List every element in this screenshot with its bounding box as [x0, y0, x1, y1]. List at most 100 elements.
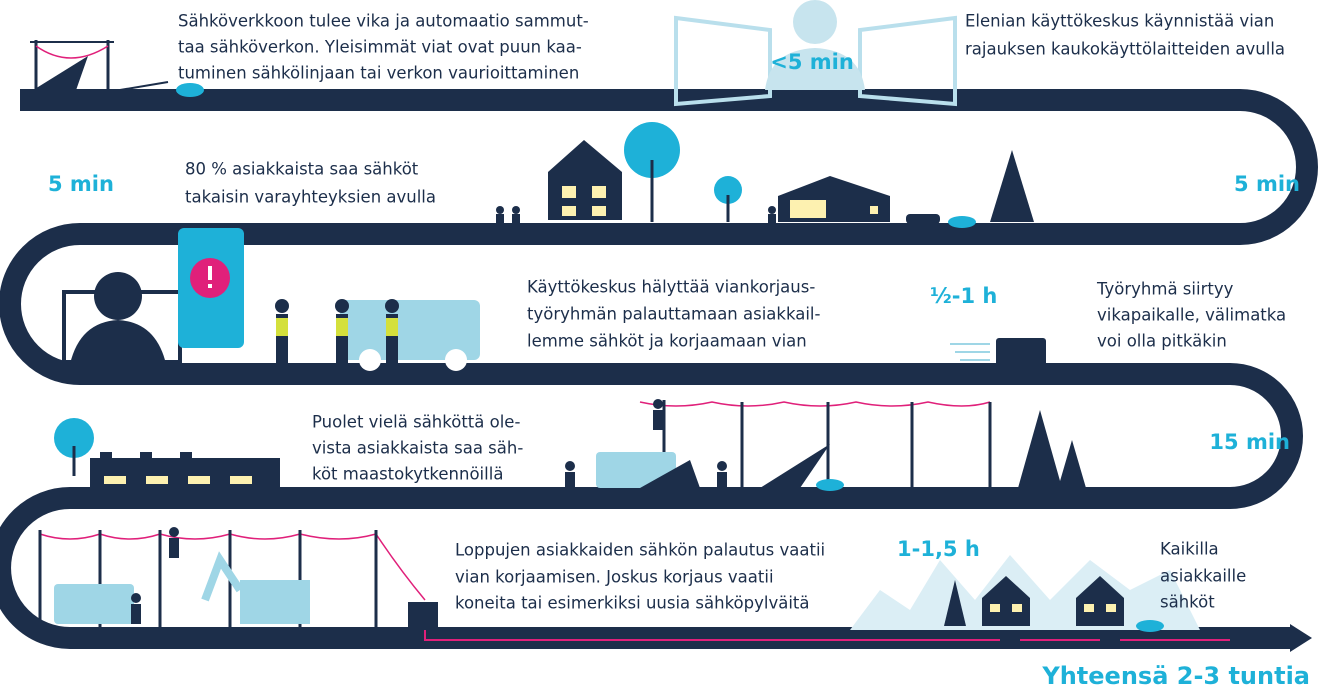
- repair-illustration-part: [240, 580, 310, 624]
- infographic: Sähköverkkoon tulee vika ja automaatio s…: [0, 0, 1324, 692]
- restored-village-illustration-part: [1136, 620, 1164, 632]
- field-work-illustration-part: [1058, 440, 1086, 488]
- workers-truck-illustration-part: [445, 349, 467, 371]
- workers-truck-illustration-part-part: [275, 299, 289, 313]
- workers-truck-illustration-part: [359, 349, 381, 371]
- workers-truck-illustration-part-part: [385, 299, 399, 313]
- field-work-illustration-part: [664, 400, 990, 488]
- repair-illustration-part-part: [131, 593, 141, 603]
- factory-illustration-part: [180, 452, 192, 460]
- alert-text: lemme sähköt ja korjaamaan vian: [527, 332, 807, 351]
- fault-text: tuminen sähkölinjaan tai verkon vaurioit…: [178, 64, 579, 83]
- repair-illustration: [40, 527, 438, 628]
- field-text: vista asiakkaista saa säh-: [312, 439, 523, 458]
- time-label: <5 min: [770, 50, 854, 74]
- transfer-text: vikapaikalle, välimatka: [1097, 306, 1286, 325]
- workers-truck-illustration: [275, 299, 480, 371]
- repair-text: koneita tai esimerkiksi uusia sähköpylvä…: [455, 594, 810, 613]
- houses-illustration-part: [592, 206, 606, 216]
- backup-text: 80 % asiakkaista saa sähköt: [185, 160, 419, 179]
- operator-illustration-part: [208, 266, 212, 280]
- factory-illustration-part-part: [104, 476, 126, 484]
- houses-illustration-part-part: [512, 214, 520, 224]
- factory-illustration-part-part: [146, 476, 168, 484]
- van-illustration-part: [996, 338, 1046, 368]
- workers-truck-illustration-part-part: [336, 318, 348, 336]
- field-text: köt maastokytkennöillä: [312, 465, 503, 484]
- total-label: Yhteensä 2-3 tuntia: [1041, 662, 1310, 690]
- field-work-illustration-part-part: [717, 472, 727, 488]
- time-label: 15 min: [1209, 430, 1290, 454]
- field-work-illustration-part: [640, 402, 990, 406]
- houses-illustration-part: [548, 140, 622, 220]
- field-work-illustration-part-part: [717, 461, 727, 471]
- van-illustration-part: [950, 344, 990, 360]
- houses-illustration-part: [948, 216, 976, 228]
- houses-illustration-part-part: [768, 214, 776, 224]
- houses-illustration-part: [592, 186, 606, 198]
- fault-text: Sähköverkkoon tulee vika ja automaatio s…: [178, 12, 589, 31]
- restored-village-illustration-part-part: [990, 604, 1000, 612]
- repair-illustration-part-part: [131, 604, 141, 624]
- operator-illustration-part: [94, 272, 142, 320]
- operator-illustration-part: [70, 320, 166, 364]
- houses-illustration-part-part: [768, 206, 776, 214]
- houses-illustration-part-part: [512, 206, 520, 214]
- houses-illustration-part-part: [496, 214, 504, 224]
- field-work-illustration-part: [816, 479, 844, 491]
- done-text: Kaikilla: [1160, 540, 1219, 559]
- workers-truck-illustration-part-part: [335, 299, 349, 313]
- time-label: ½-1 h: [930, 284, 997, 308]
- restored-village-illustration-part-part: [1106, 604, 1116, 612]
- done-text: sähköt: [1160, 593, 1215, 612]
- workers-truck-illustration-part-part: [276, 318, 288, 336]
- field-work-illustration-part: [1018, 410, 1062, 488]
- repair-illustration-part: [408, 602, 438, 628]
- field-work-illustration-part-part: [653, 410, 663, 430]
- repair-illustration-part: [205, 560, 240, 600]
- repair-text: Loppujen asiakkaiden sähkön palautus vaa…: [455, 541, 825, 560]
- operator-illustration: [64, 228, 244, 364]
- remote-text: rajauksen kaukokäyttölaitteiden avulla: [965, 40, 1285, 59]
- repair-illustration-part: [54, 584, 134, 624]
- houses-illustration-part: [906, 214, 940, 224]
- field-work-illustration-part-part: [653, 399, 663, 409]
- backup-text: takaisin varayhteyksien avulla: [185, 188, 436, 207]
- factory-illustration-part-part: [188, 476, 210, 484]
- fallen-tree-illustration-part: [120, 82, 168, 90]
- alert-text: työryhmän palauttamaan asiakkail-: [527, 305, 821, 324]
- restored-village-illustration: [850, 555, 1200, 632]
- transfer-text: voi olla pitkäkin: [1097, 332, 1227, 351]
- road-part: [1290, 624, 1312, 652]
- repair-illustration-part: [131, 527, 179, 624]
- factory-illustration-part-part: [230, 476, 252, 484]
- houses-illustration-part: [562, 186, 576, 198]
- operator-illustration-part: [208, 284, 212, 288]
- fault-text: taa sähköverkon. Yleisimmät viat ovat pu…: [178, 38, 582, 57]
- workers-truck-illustration-part-part: [386, 318, 398, 336]
- houses-illustration-part: [790, 200, 826, 218]
- remote-text: Elenian käyttökeskus käynnistää vian: [965, 12, 1274, 31]
- repair-text: vian korjaamisen. Joskus korjaus vaatii: [455, 568, 774, 587]
- done-text: asiakkaille: [1160, 567, 1246, 586]
- houses-illustration-part: [496, 206, 776, 224]
- time-label: 1-1,5 h: [897, 537, 980, 561]
- restored-village-illustration-part-part: [1084, 604, 1094, 612]
- houses-illustration: [496, 122, 1034, 228]
- time-label: 5 min: [48, 172, 114, 196]
- houses-illustration-part-part: [496, 206, 504, 214]
- houses-illustration-part: [990, 150, 1034, 222]
- field-work-illustration: [565, 399, 1086, 491]
- restored-village-illustration-part-part: [1012, 604, 1022, 612]
- alert-text: Käyttökeskus hälyttää viankorjaus-: [527, 278, 815, 297]
- houses-illustration-part: [562, 206, 576, 216]
- houses-illustration-part: [870, 206, 878, 214]
- factory-illustration-part: [100, 452, 112, 460]
- field-text: Puolet vielä sähköttä ole-: [312, 413, 520, 432]
- fallen-tree-illustration-part: [176, 83, 204, 97]
- time-label: 5 min: [1234, 172, 1300, 196]
- factory-illustration-part: [140, 452, 152, 460]
- repair-illustration-part-part: [169, 527, 179, 537]
- control-room-illustration-part: [793, 0, 837, 44]
- repair-illustration-part-part: [169, 538, 179, 558]
